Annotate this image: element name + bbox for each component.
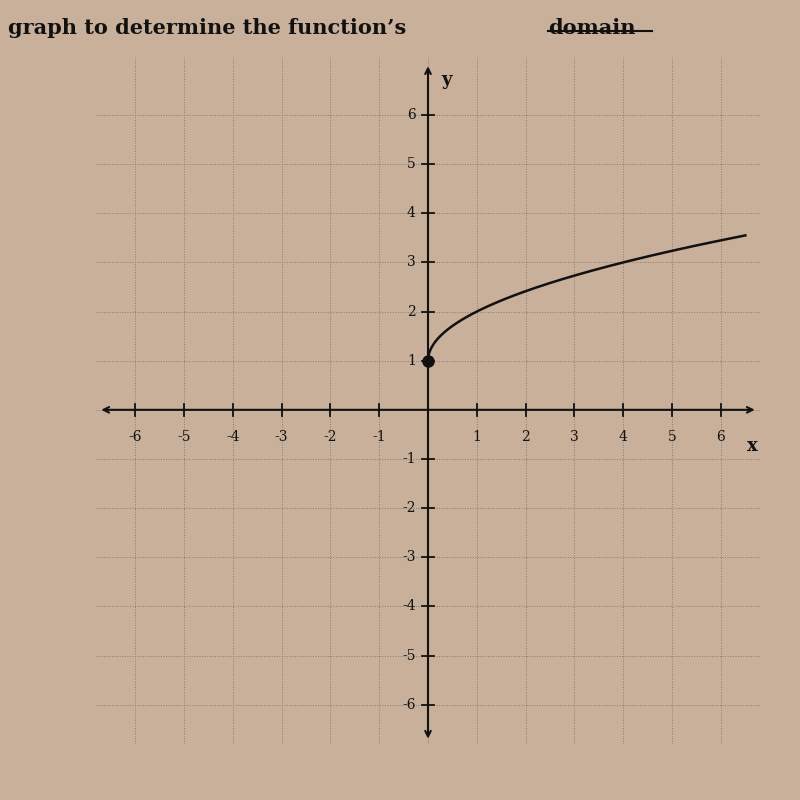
Text: -6: -6 xyxy=(402,698,416,712)
Text: -2: -2 xyxy=(324,430,337,445)
Text: -1: -1 xyxy=(402,452,416,466)
Text: 6: 6 xyxy=(407,108,416,122)
Text: 1: 1 xyxy=(407,354,416,368)
Text: 1: 1 xyxy=(472,430,482,445)
Text: -4: -4 xyxy=(226,430,239,445)
Text: graph to determine the function’s: graph to determine the function’s xyxy=(8,18,414,38)
Text: domain: domain xyxy=(548,18,635,38)
Text: -5: -5 xyxy=(177,430,190,445)
Text: 6: 6 xyxy=(717,430,726,445)
Text: y: y xyxy=(442,70,452,89)
Text: x: x xyxy=(747,437,758,455)
Text: -5: -5 xyxy=(402,649,416,662)
Text: -3: -3 xyxy=(402,550,416,564)
Text: 3: 3 xyxy=(407,255,416,270)
Text: -4: -4 xyxy=(402,599,416,614)
Text: 4: 4 xyxy=(619,430,628,445)
Text: 2: 2 xyxy=(522,430,530,445)
Text: -1: -1 xyxy=(372,430,386,445)
Text: 3: 3 xyxy=(570,430,579,445)
Text: 5: 5 xyxy=(668,430,677,445)
Text: -6: -6 xyxy=(128,430,142,445)
Text: -3: -3 xyxy=(274,430,288,445)
Text: 5: 5 xyxy=(407,157,416,171)
Text: 2: 2 xyxy=(407,305,416,318)
Text: -2: -2 xyxy=(402,501,416,515)
Text: 4: 4 xyxy=(407,206,416,220)
